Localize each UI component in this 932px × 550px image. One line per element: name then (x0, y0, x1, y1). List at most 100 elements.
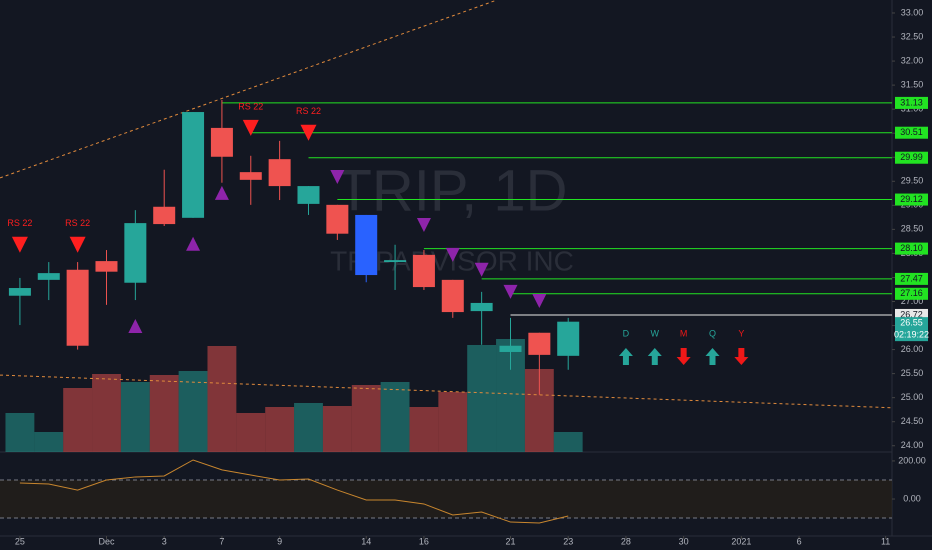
signal-arrow (676, 348, 691, 365)
level-label-box (895, 193, 928, 206)
x-tick-label: 25 (15, 536, 25, 546)
level-label-box (895, 242, 928, 255)
sell-marker (242, 119, 259, 136)
trendline (0, 0, 498, 179)
y-tick-label: 32.50 (901, 31, 924, 41)
x-tick-label: 2021 (731, 536, 751, 546)
level-label: 26.72 (900, 309, 923, 319)
oscillator-tick-label: 200.00 (898, 455, 926, 465)
volume-bar (351, 385, 381, 452)
down-marker (503, 284, 518, 299)
level-label: 31.13 (900, 97, 923, 107)
volume-bar (63, 388, 93, 452)
x-tick-label: 3 (162, 536, 167, 546)
candle-body (470, 302, 493, 312)
candle-body (441, 279, 464, 313)
volume-bar (92, 374, 121, 452)
candle-body (8, 288, 31, 296)
candle-body (66, 269, 89, 346)
oscillator-band-fill (0, 479, 892, 519)
level-label-box (895, 272, 928, 285)
x-tick-label: 16 (419, 536, 429, 546)
candle-body (239, 172, 262, 180)
sell-marker (11, 236, 28, 253)
volume-bar (34, 432, 64, 452)
watermark: TRIP, 1D (336, 158, 567, 223)
x-tick-label: 7 (219, 536, 224, 546)
signal-arrow (705, 348, 720, 365)
y-tick-label: 25.00 (901, 392, 924, 402)
volume-bar (265, 407, 295, 452)
down-marker (532, 294, 547, 309)
candle-body (297, 186, 320, 204)
candle-body (355, 214, 378, 276)
volume-bar (438, 392, 468, 452)
volume-bar (380, 382, 410, 452)
volume-bar (207, 346, 237, 452)
level-label-box (895, 126, 928, 139)
last-price-label: 26.55 (900, 318, 923, 328)
up-marker (214, 185, 229, 200)
candle-body (210, 127, 233, 157)
trendline (0, 374, 893, 409)
candle-body (557, 321, 580, 356)
sell-marker-label: RS 22 (296, 106, 321, 116)
level-label-box (895, 151, 928, 164)
sell-marker-label: RS 22 (7, 218, 32, 228)
level-label: 28.10 (900, 243, 923, 253)
volume-bar (149, 375, 179, 452)
volume-bar (236, 413, 266, 452)
candle-body (326, 204, 349, 234)
signal-arrow (618, 348, 633, 365)
y-tick-label: 28.50 (901, 224, 924, 234)
sell-marker-label: RS 22 (65, 218, 90, 228)
oscillator-line (19, 459, 569, 524)
sell-marker-label: RS 22 (238, 101, 263, 111)
level-label-box (895, 96, 928, 109)
level-label-box (895, 287, 928, 300)
candle-body (153, 206, 176, 225)
up-marker (128, 319, 143, 334)
x-tick-label: 14 (361, 536, 371, 546)
candle-body (95, 261, 118, 272)
y-tick-label: 32.00 (901, 55, 924, 65)
down-marker (330, 169, 345, 184)
signal-label: Q (709, 328, 716, 338)
oscillator-tick-label: 0.00 (903, 493, 921, 503)
countdown: 02:19:22 (894, 330, 929, 340)
last-price-box (895, 317, 928, 342)
candle-body (499, 345, 522, 352)
signal-label: M (680, 328, 688, 338)
candle-body (528, 332, 551, 355)
signal-arrow (647, 348, 662, 365)
volume-bar (5, 413, 35, 452)
level-label: 27.16 (900, 288, 923, 298)
x-tick-label: 30 (679, 536, 689, 546)
y-tick-label: 26.00 (901, 344, 924, 354)
x-tick-label: Dec (98, 536, 115, 546)
down-marker (445, 247, 460, 262)
x-tick-label: 11 (881, 536, 890, 546)
y-tick-label: 25.50 (901, 368, 924, 378)
down-marker (416, 218, 431, 233)
volume-bar (178, 371, 208, 452)
sell-marker (69, 236, 86, 253)
candle-body (384, 260, 407, 263)
candle-body (182, 112, 205, 218)
volume-bar (120, 382, 150, 452)
x-tick-label: 9 (277, 536, 282, 546)
level-label: 30.51 (900, 127, 923, 137)
level-label: 27.47 (900, 273, 923, 283)
y-tick-label: 24.50 (901, 416, 924, 426)
volume-bar (467, 345, 497, 452)
y-tick-label: 29.50 (901, 176, 924, 186)
volume-bar (553, 432, 583, 452)
signal-label: Y (738, 328, 744, 338)
signal-label: W (651, 328, 660, 338)
x-tick-label: 21 (505, 536, 515, 546)
y-tick-label: 31.50 (901, 79, 924, 89)
y-tick-label: 27.00 (901, 296, 924, 306)
y-tick-label: 24.00 (901, 440, 924, 450)
